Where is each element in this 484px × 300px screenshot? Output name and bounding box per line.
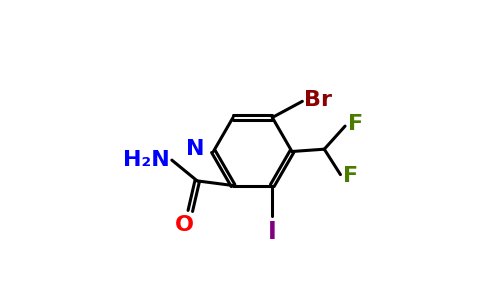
Text: H₂N: H₂N [123, 150, 170, 170]
Text: O: O [175, 215, 194, 235]
Text: F: F [343, 167, 358, 186]
Text: F: F [348, 114, 363, 134]
Text: N: N [186, 139, 205, 159]
Text: I: I [268, 220, 277, 244]
Text: Br: Br [304, 90, 332, 110]
